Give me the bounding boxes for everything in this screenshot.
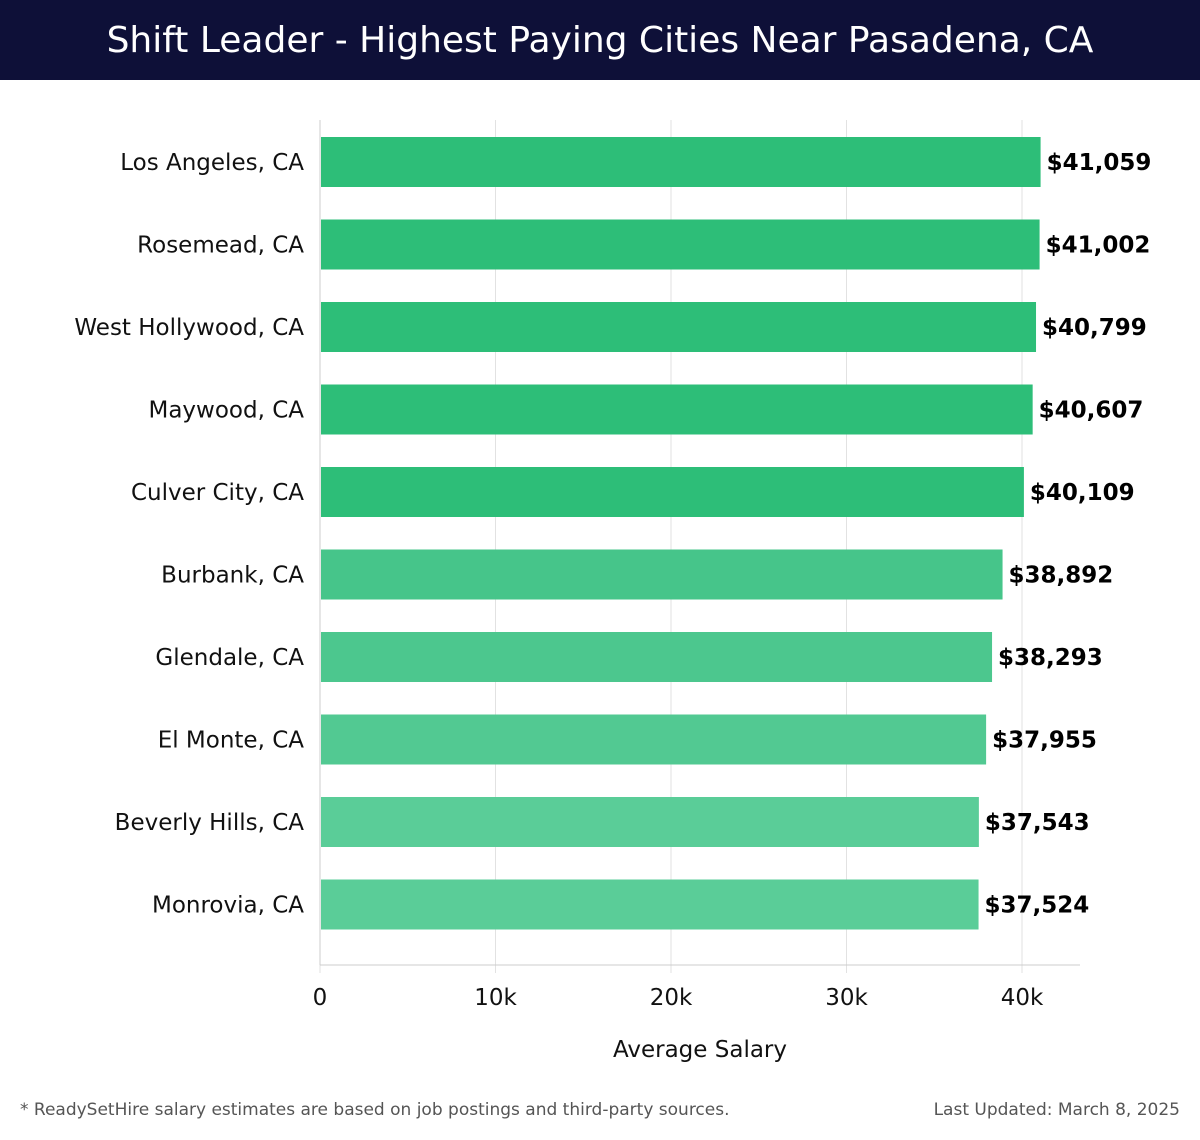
x-tick-label: 20k	[650, 985, 693, 1011]
category-label: West Hollywood, CA	[74, 315, 304, 341]
bar	[321, 137, 1041, 187]
bar	[321, 549, 1003, 600]
chart-title: Shift Leader - Highest Paying Cities Nea…	[106, 19, 1094, 61]
value-label: $40,607	[1039, 398, 1144, 424]
last-updated: Last Updated: March 8, 2025	[933, 1100, 1180, 1120]
category-label: El Monte, CA	[158, 728, 305, 754]
footer-note: * ReadySetHire salary estimates are base…	[20, 1100, 730, 1120]
x-axis-title: Average Salary	[613, 1037, 787, 1063]
bar	[321, 797, 979, 847]
category-label: Maywood, CA	[148, 398, 304, 424]
value-label: $40,799	[1042, 315, 1147, 341]
bar	[321, 302, 1037, 352]
x-tick-label: 0	[313, 985, 328, 1011]
category-label: Beverly Hills, CA	[115, 810, 305, 836]
value-label: $38,892	[1009, 563, 1114, 589]
chart-header: Shift Leader - Highest Paying Cities Nea…	[0, 0, 1200, 80]
category-label: Los Angeles, CA	[120, 150, 304, 176]
bar	[321, 467, 1024, 517]
value-label: $37,524	[985, 893, 1090, 919]
category-label: Rosemead, CA	[137, 233, 304, 259]
bar-chart: Los Angeles, CA $41,059 Rosemead, CA $41,00…	[74, 120, 1152, 1063]
bar	[321, 632, 993, 682]
bar	[321, 384, 1033, 435]
bar	[321, 879, 979, 930]
bar	[321, 219, 1040, 270]
value-label: $38,293	[998, 645, 1103, 671]
value-label: $41,002	[1046, 233, 1151, 259]
x-tick-label: 40k	[1001, 985, 1044, 1011]
category-label: Burbank, CA	[161, 563, 304, 589]
category-label: Monrovia, CA	[152, 893, 304, 919]
value-label: $37,955	[992, 728, 1097, 754]
category-label: Culver City, CA	[131, 480, 304, 506]
x-tick-label: 30k	[825, 985, 868, 1011]
value-label: $40,109	[1030, 480, 1135, 506]
value-label: $41,059	[1047, 150, 1152, 176]
category-label: Glendale, CA	[155, 645, 304, 671]
bar	[321, 714, 987, 765]
x-tick-label: 10k	[474, 985, 517, 1011]
value-label: $37,543	[985, 810, 1090, 836]
